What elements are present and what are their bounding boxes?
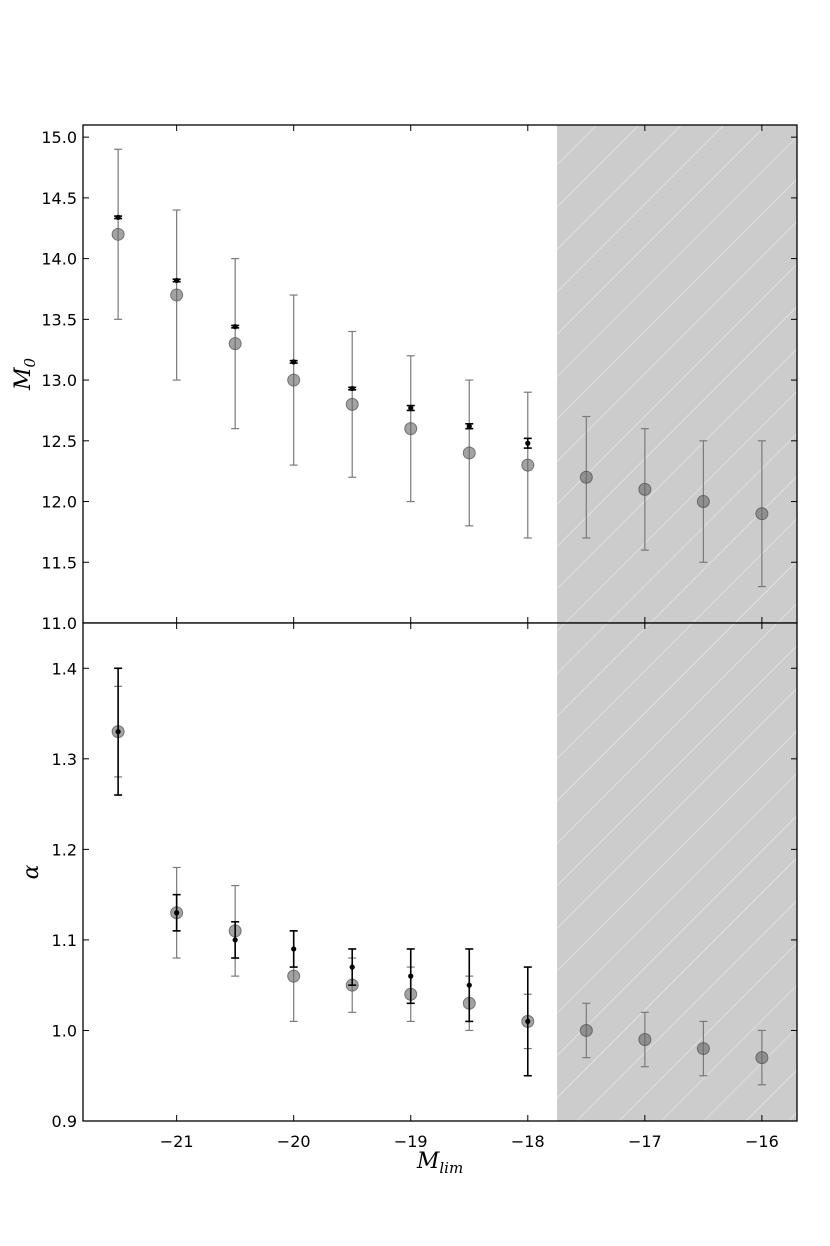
top-ytick-label: 15.0 [41,128,77,147]
black-marker [232,937,238,943]
top-ytick-label: 11.5 [41,553,77,572]
grey-data-point [228,258,242,430]
grey-marker [755,507,769,521]
black-data-point [289,359,298,365]
top-y-axis-label: M0 [11,358,39,392]
grey-marker [111,227,125,241]
grey-marker [462,446,476,460]
xtick-label: −19 [394,1132,428,1151]
black-data-point [231,920,240,959]
black-data-point [465,948,474,1023]
black-data-point [406,948,415,1005]
black-data-point [523,437,532,449]
black-data-point [172,893,181,932]
grey-marker [404,422,418,436]
top-ytick-label: 13.5 [41,310,77,329]
grey-marker [345,397,359,411]
grey-marker [287,969,301,983]
black-marker [291,946,297,952]
grey-data-point [462,379,476,527]
bottom-ytick-label: 1.4 [52,659,77,678]
top-ytick-label: 14.0 [41,250,77,269]
black-data-point [231,324,240,330]
grey-marker [638,1033,652,1047]
grey-data-point [755,440,769,588]
xtick-label: −17 [628,1132,662,1151]
bottom-axes-frame [82,622,798,1122]
top-shaded-region [557,125,797,623]
black-marker [466,423,472,429]
black-marker [349,964,355,970]
grey-data-point [696,440,710,563]
black-data-point [523,966,532,1077]
bottom-ytick-label: 1.1 [52,931,77,950]
black-data-point [289,930,298,968]
grey-marker [579,470,593,484]
top-ytick-label: 13.0 [41,371,77,390]
bottom-shaded-region [557,623,797,1121]
black-marker [408,973,414,979]
black-marker [174,910,180,916]
grey-marker [696,495,710,509]
grey-data-point [579,1002,593,1059]
bottom-ytick-label: 1.0 [52,1021,77,1040]
grey-data-point [521,391,535,539]
grey-marker [521,458,535,472]
grey-marker [755,1051,769,1065]
grey-data-point [579,415,593,539]
top-ytick-label: 12.0 [41,493,77,512]
xtick-label: −18 [511,1132,545,1151]
black-data-point [172,277,181,284]
black-data-point [465,422,474,430]
grey-marker [287,373,301,387]
grey-data-point [345,330,359,478]
black-marker [525,440,531,446]
top-ytick-label: 12.5 [41,432,77,451]
black-marker [525,1018,531,1024]
black-marker [115,729,121,735]
top-data-marks [111,148,769,588]
grey-marker [228,337,242,351]
grey-data-point [404,355,418,503]
bottom-panel: 0.9 1.0 1.1 1.2 1.3 1.4 −21 −20 −19 −18 −17 −16 α M… [19,622,798,1177]
xtick-label: −16 [745,1132,779,1151]
top-panel: 11.0 11.5 12.0 12.5 13.0 13.5 14.0 14.5 15.0 M0 [11,124,798,633]
black-marker [115,214,121,220]
grey-marker [579,1023,593,1037]
black-data-point [406,404,415,412]
grey-data-point [755,1029,769,1086]
black-marker [408,405,414,411]
xtick-label: −20 [277,1132,311,1151]
black-marker [232,324,238,330]
black-marker [174,277,180,284]
black-data-point [114,214,123,220]
bottom-ytick-label: 1.2 [52,840,77,859]
grey-data-point [638,428,652,551]
black-marker [349,385,355,392]
bottom-ticks: 0.9 1.0 1.1 1.2 1.3 1.4 −21 −20 −19 −18 −17 −16 [52,623,797,1151]
grey-data-point [638,1011,652,1068]
top-ytick-label: 11.0 [41,614,77,633]
xtick-label: −21 [160,1132,194,1151]
black-data-point [348,385,357,392]
grey-marker [170,288,184,302]
grey-marker [638,482,652,496]
top-ticks: 11.0 11.5 12.0 12.5 13.0 13.5 14.0 14.5 15.0 [41,125,797,633]
black-marker [466,982,472,988]
black-marker [291,359,297,365]
x-axis-label: Mlim [416,1149,463,1177]
grey-data-point [111,148,125,320]
grey-marker [696,1042,710,1056]
grey-data-point [170,209,184,381]
top-ytick-label: 14.5 [41,189,77,208]
grey-data-point [696,1020,710,1077]
black-data-point [348,948,357,986]
black-data-point [114,667,123,796]
grey-data-point [287,294,301,466]
bottom-y-axis-label: α [19,864,44,879]
bottom-ytick-label: 0.9 [52,1112,77,1131]
bottom-ytick-label: 1.3 [52,750,77,769]
bottom-data-marks [111,667,769,1086]
